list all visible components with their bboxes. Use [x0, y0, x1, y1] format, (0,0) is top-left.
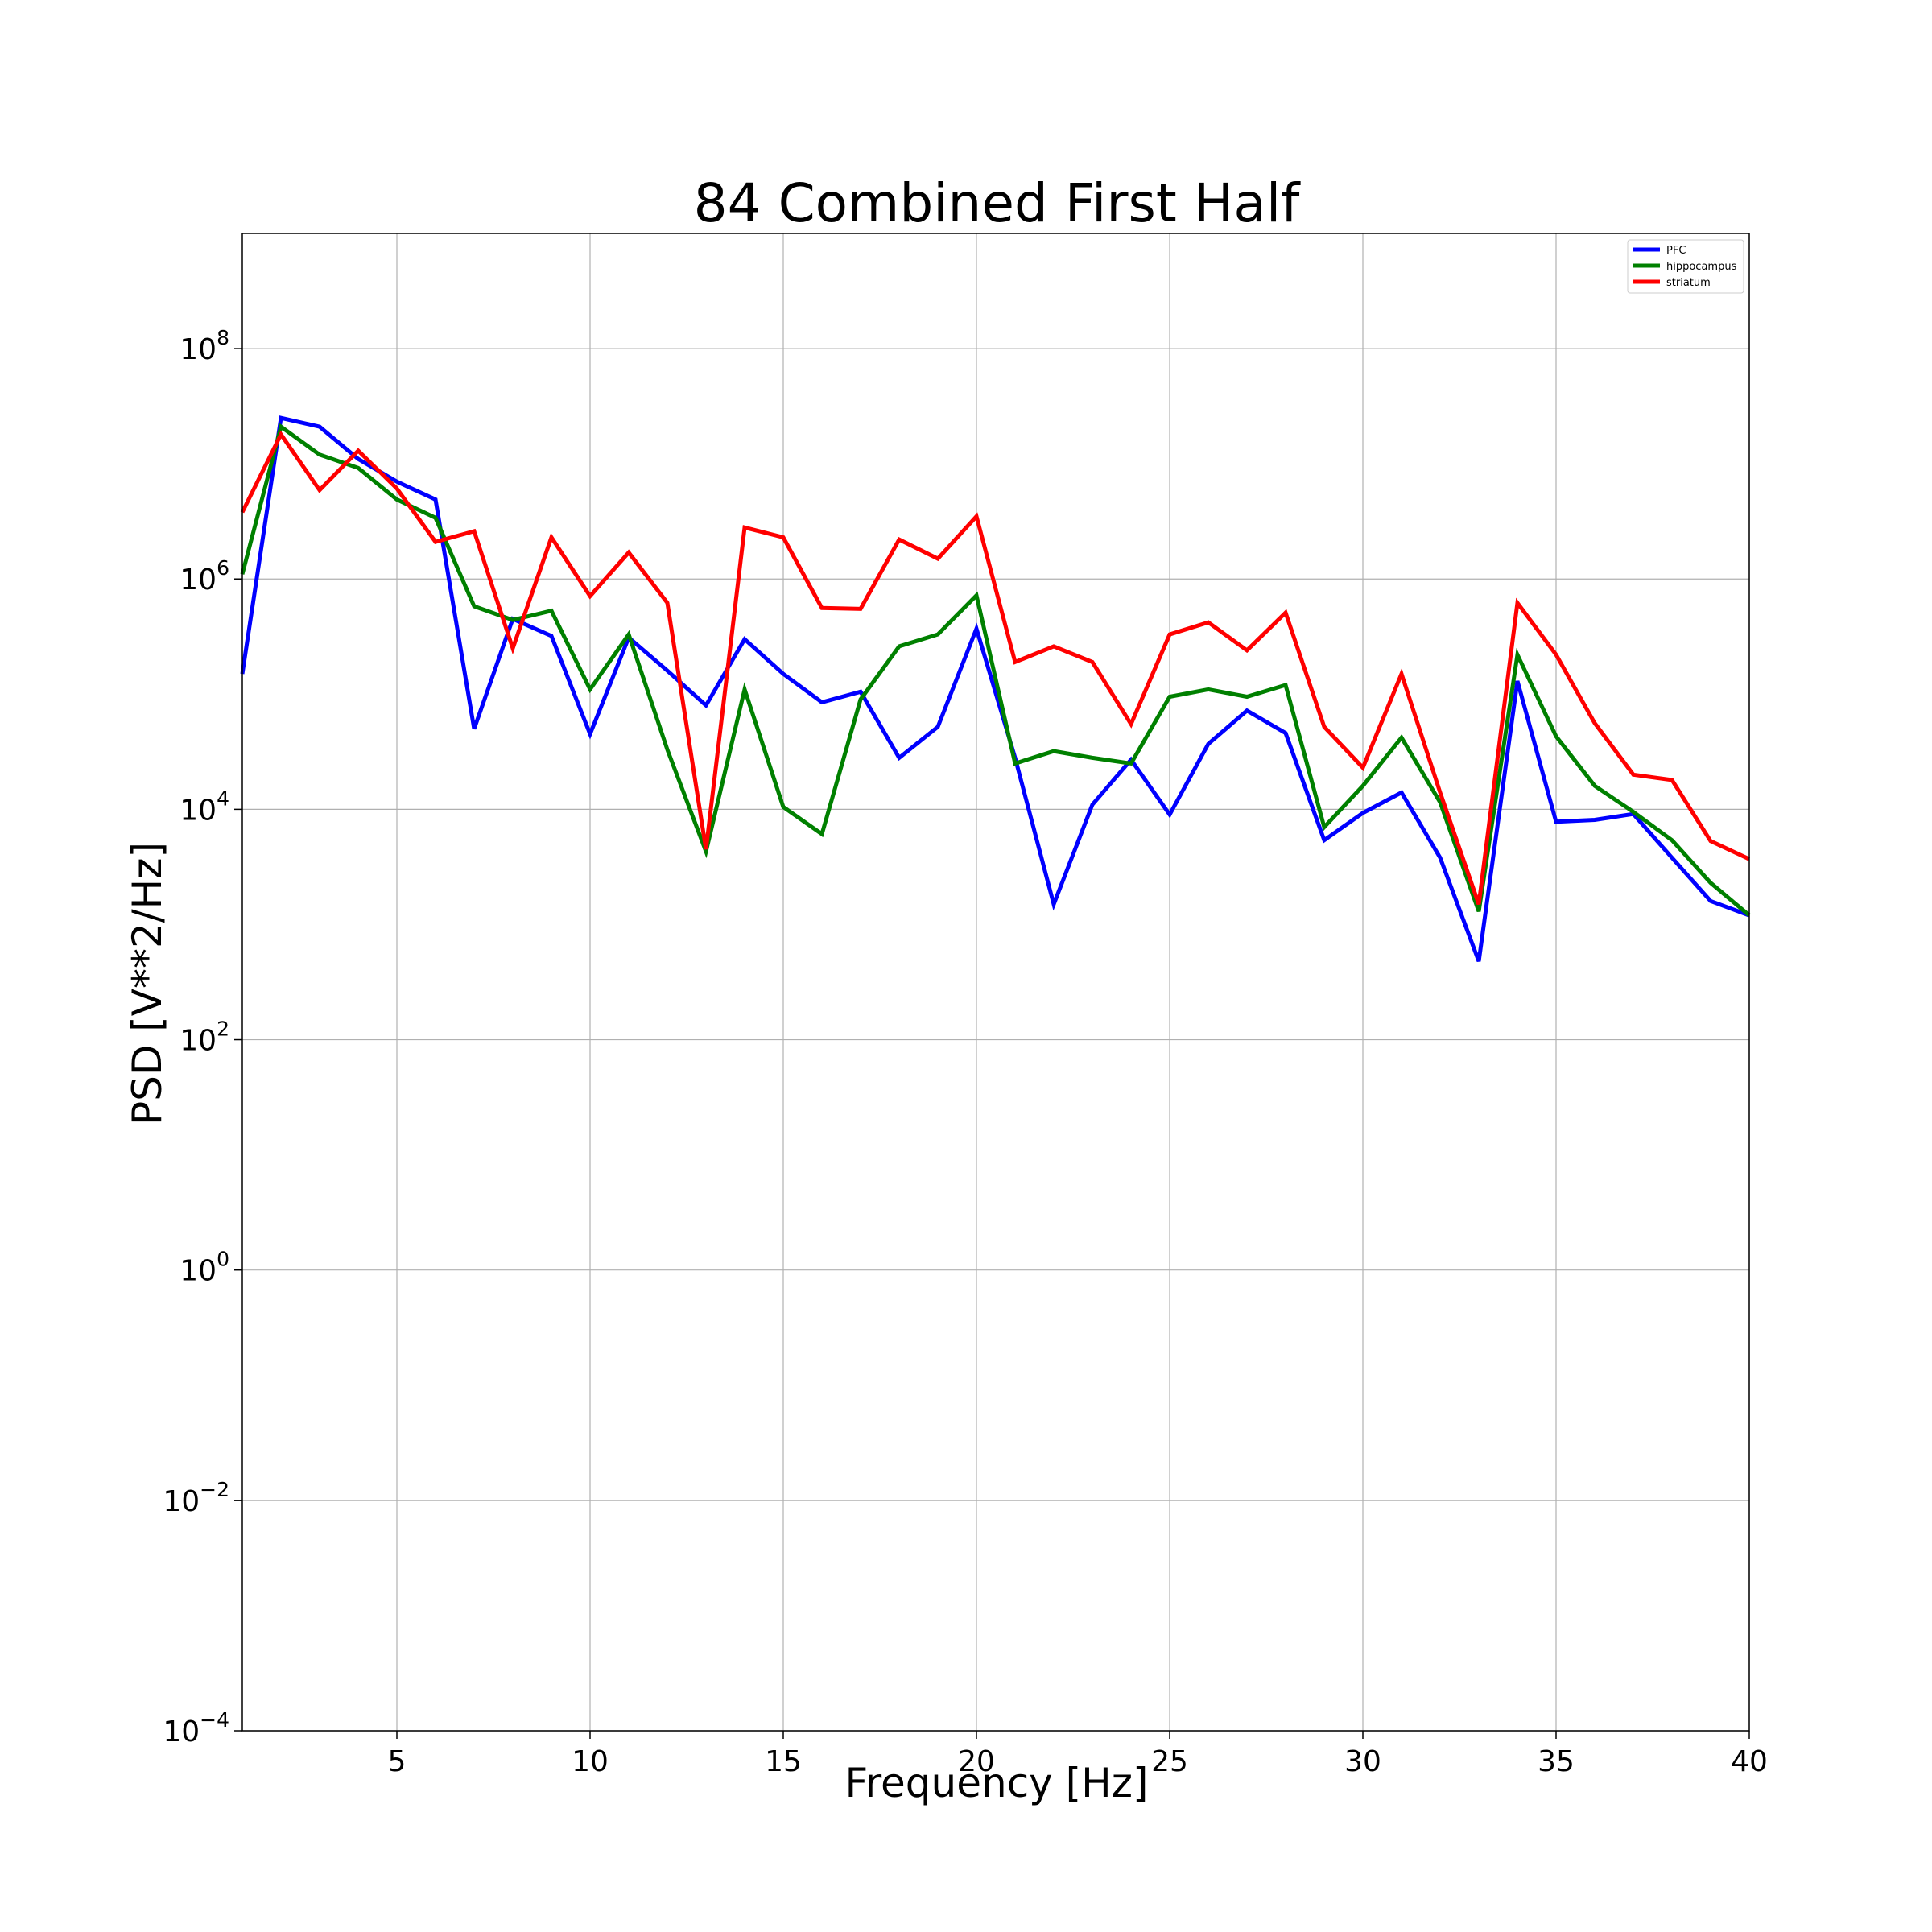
y-tick-label: 10−4 [163, 1708, 229, 1748]
series-line-PFC [240, 415, 1750, 962]
legend: PFC hippocampus striatum [1627, 239, 1744, 294]
y-axis-label: PSD [V**2/Hz] [124, 842, 171, 1125]
y-tick-label: 10−2 [163, 1478, 229, 1518]
legend-label: hippocampus [1666, 261, 1737, 273]
x-tick-label: 15 [765, 1745, 802, 1778]
series-line-striatum [240, 430, 1751, 906]
x-tick-label: 20 [958, 1745, 995, 1778]
plot-frame [242, 233, 1750, 1732]
legend-label: striatum [1666, 277, 1711, 289]
series-lines [240, 415, 1751, 962]
y-tick-label: 106 [180, 556, 229, 597]
x-tick-label: 35 [1538, 1745, 1575, 1778]
chart-title: 84 Combined First Half [694, 172, 1302, 234]
y-tick-label: 100 [180, 1248, 229, 1288]
x-tick-label: 10 [572, 1745, 609, 1778]
x-tick-label: 40 [1731, 1745, 1768, 1778]
y-tick-label: 102 [180, 1018, 229, 1058]
x-tick-label: 25 [1151, 1745, 1188, 1778]
x-axis-label: Frequency [Hz] [844, 1760, 1148, 1806]
x-tick-label: 5 [388, 1745, 407, 1778]
y-tick-label: 108 [180, 326, 229, 366]
series-line-hippocampus [240, 423, 1751, 918]
legend-label: PFC [1666, 245, 1686, 257]
y-tick-label: 104 [180, 786, 229, 827]
x-tick-label: 30 [1344, 1745, 1381, 1778]
ticks: 5 10 15 20 25 30 35 40 10−4 10−2 100 102 104 106 108 [163, 326, 1768, 1778]
